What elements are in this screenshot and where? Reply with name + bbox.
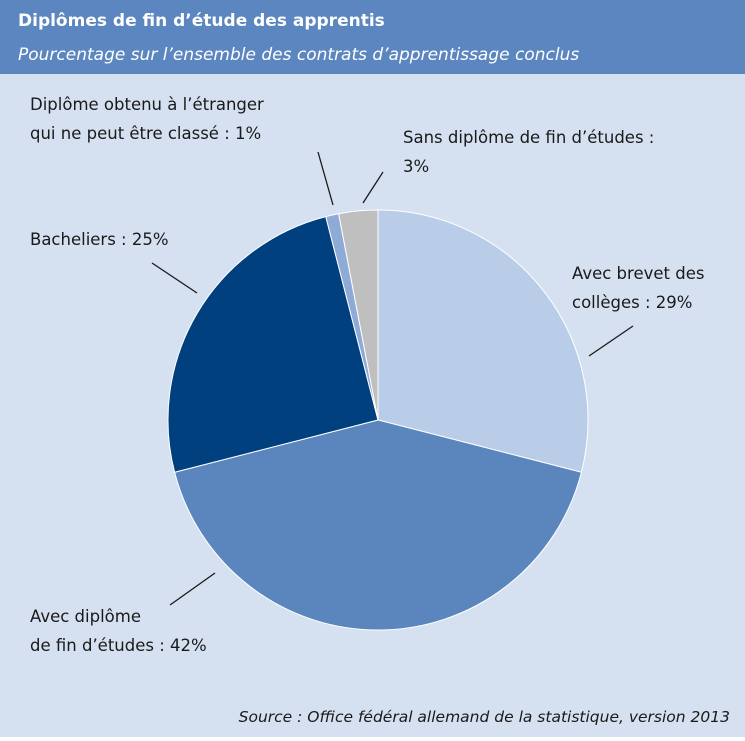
slice-label: 3% bbox=[403, 157, 429, 176]
slice-label: collèges : 29% bbox=[572, 293, 692, 312]
leader-line bbox=[151, 262, 198, 294]
slice-label: Sans diplôme de fin d’études : bbox=[403, 128, 654, 147]
source: Source : Office fédéral allemand de la s… bbox=[239, 708, 730, 726]
slice bbox=[173, 419, 583, 631]
slice bbox=[167, 215, 379, 473]
slice-label: Avec diplôme bbox=[30, 607, 141, 626]
slice-label: Bacheliers : 25% bbox=[30, 230, 169, 249]
leader-line bbox=[588, 325, 634, 357]
leader-lines bbox=[151, 151, 634, 606]
leader-line bbox=[169, 572, 216, 606]
slice-label: qui ne peut être classé : 1% bbox=[30, 124, 261, 143]
slice bbox=[338, 209, 379, 421]
pie bbox=[167, 209, 589, 631]
slice bbox=[377, 209, 589, 473]
slice-label: Avec brevet des bbox=[572, 264, 704, 283]
slice-label: Diplôme obtenu à l’étranger bbox=[30, 95, 264, 114]
labels: Avec brevet des collèges : 29% Avec diplôm… bbox=[30, 95, 704, 655]
leader-line bbox=[362, 171, 384, 204]
chart-subtitle: Pourcentage sur l’ensemble des contrats … bbox=[18, 45, 579, 65]
chart-title: Diplômes de fin d’étude des apprentis bbox=[18, 11, 385, 31]
leader-line bbox=[317, 151, 334, 206]
title-bar bbox=[0, 0, 745, 74]
slice-label: de fin d’études : 42% bbox=[30, 636, 207, 655]
